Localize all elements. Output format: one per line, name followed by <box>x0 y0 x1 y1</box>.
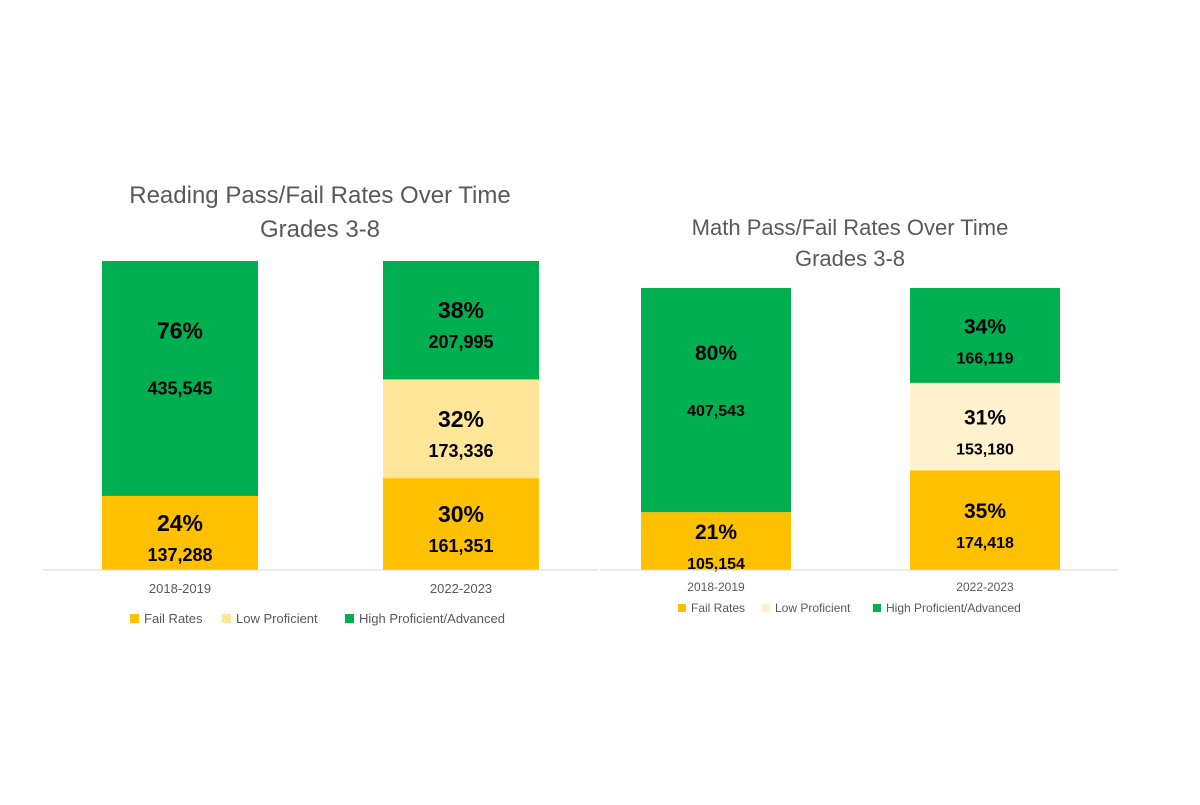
math-percent-label: 34% <box>964 315 1006 338</box>
reading-bar-segment <box>102 495 258 570</box>
legend-label-low: Low Proficient <box>236 611 318 626</box>
reading-count-label: 435,545 <box>147 378 212 398</box>
legend-swatch-low <box>762 604 770 612</box>
math-count-label: 153,180 <box>956 442 1014 459</box>
math-legend: Fail Rates Low Proficient High Proficien… <box>678 601 1021 615</box>
reading-count-label: 207,995 <box>428 332 493 352</box>
math-bar-segment <box>641 512 791 570</box>
reading-bar-segment <box>102 261 258 496</box>
math-chart-title: Math Pass/Fail Rates Over Time <box>692 215 1009 240</box>
reading-chart: Reading Pass/Fail Rates Over Time Grades… <box>43 182 598 626</box>
math-bar-segment <box>910 470 1060 570</box>
legend-swatch-high <box>345 614 354 623</box>
math-count-label: 174,418 <box>956 535 1014 552</box>
reading-chart-subtitle: Grades 3-8 <box>260 216 380 243</box>
math-chart-subtitle: Grades 3-8 <box>795 246 905 271</box>
math-count-label: 407,543 <box>687 403 745 420</box>
reading-percent-label: 24% <box>157 510 203 536</box>
reading-x-tick: 2018-2019 <box>149 581 211 596</box>
math-percent-label: 35% <box>964 500 1006 523</box>
math-bar-segment <box>641 288 791 513</box>
math-chart: Math Pass/Fail Rates Over Time Grades 3-… <box>600 215 1118 615</box>
math-x-tick: 2018-2019 <box>687 580 745 594</box>
math-percent-label: 31% <box>964 407 1006 430</box>
reading-bar-segment <box>383 261 539 380</box>
math-count-label: 105,154 <box>687 556 745 573</box>
math-bar-segment <box>910 288 1060 383</box>
reading-percent-label: 38% <box>438 297 484 323</box>
legend-label-fail: Fail Rates <box>144 611 203 626</box>
math-x-tick: 2022-2023 <box>956 580 1014 594</box>
legend-swatch-fail <box>678 604 686 612</box>
legend-label-high: High Proficient/Advanced <box>359 611 505 626</box>
math-percent-label: 21% <box>695 521 737 544</box>
reading-percent-label: 30% <box>438 501 484 527</box>
legend-label-low: Low Proficient <box>775 601 851 615</box>
reading-x-tick: 2022-2023 <box>430 581 492 596</box>
math-count-label: 166,119 <box>957 350 1014 367</box>
legend-swatch-high <box>873 604 881 612</box>
reading-bar-segment <box>383 478 539 570</box>
math-percent-label: 80% <box>695 342 737 365</box>
reading-count-label: 161,351 <box>428 536 493 556</box>
reading-bars: 24% 137,288 76% 435,545 30% 161,351 32% 173,336… <box>102 261 539 570</box>
reading-percent-label: 32% <box>438 406 484 432</box>
reading-count-label: 173,336 <box>428 441 493 461</box>
reading-chart-title: Reading Pass/Fail Rates Over Time <box>129 182 510 209</box>
legend-swatch-fail <box>130 614 139 623</box>
reading-legend: Fail Rates Low Proficient High Proficien… <box>130 611 505 626</box>
reading-percent-label: 76% <box>157 317 203 343</box>
legend-label-fail: Fail Rates <box>691 601 745 615</box>
reading-bar-segment <box>383 379 539 479</box>
legend-swatch-low <box>222 614 231 623</box>
legend-label-high: High Proficient/Advanced <box>886 601 1021 615</box>
reading-count-label: 137,288 <box>147 545 212 565</box>
math-bar-segment <box>910 382 1060 471</box>
math-bars: 21% 105,154 80% 407,543 35% 174,418 31% 153,180… <box>641 288 1060 573</box>
